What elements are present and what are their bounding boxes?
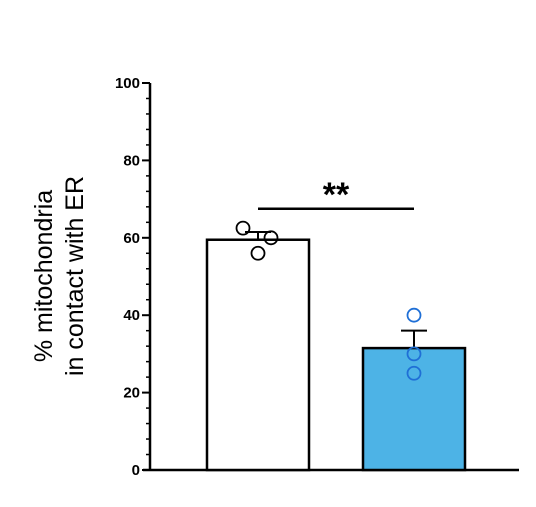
data-point (235, 220, 251, 236)
significance-label: ** (323, 176, 350, 214)
data-point (263, 230, 279, 246)
y-tick-label: 80 (123, 152, 140, 169)
y-tick-label: 60 (123, 230, 140, 247)
data-point (250, 245, 266, 261)
y-tick-label: 40 (123, 307, 140, 324)
axes: 0 20 40 60 80 100 (115, 75, 519, 479)
y-tick-label: 20 (123, 385, 140, 402)
significance-annotation: ** (258, 176, 414, 214)
data-point (406, 365, 422, 381)
y-axis-label-line: % mitochondria (30, 190, 58, 362)
bars (205, 220, 467, 472)
y-axis-label: % mitochondria in contact with ER (30, 176, 89, 376)
data-point (406, 346, 422, 362)
y-axis-label-line: in contact with ER (61, 176, 89, 376)
y-tick-label: 0 (132, 462, 140, 479)
y-tick-label: 100 (115, 75, 140, 92)
data-point (406, 307, 422, 323)
bar (205, 238, 311, 472)
